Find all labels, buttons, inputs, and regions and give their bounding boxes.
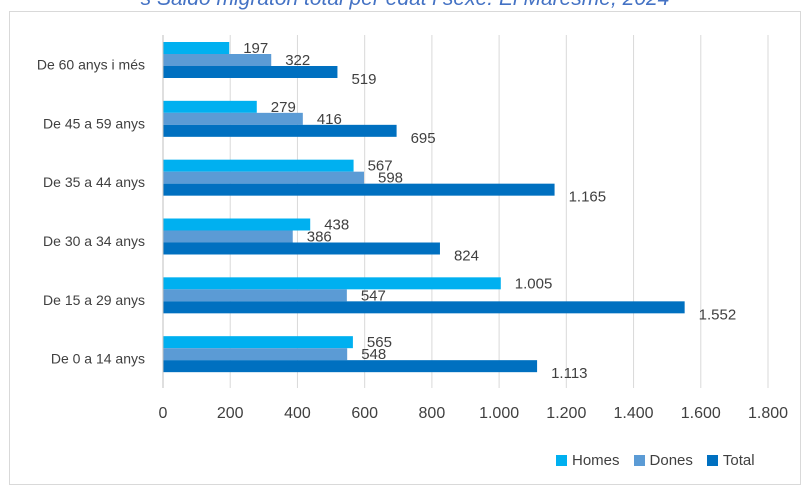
bar-homes bbox=[163, 159, 354, 172]
x-tick-label: 400 bbox=[284, 405, 311, 422]
bar-homes bbox=[163, 277, 501, 290]
data-label: 279 bbox=[271, 99, 296, 116]
legend-item-homes: Homes bbox=[556, 452, 620, 469]
data-label: 824 bbox=[454, 248, 479, 265]
data-label: 695 bbox=[411, 130, 436, 147]
data-label: 197 bbox=[243, 40, 268, 57]
bar-homes bbox=[163, 336, 353, 349]
data-label: 416 bbox=[317, 111, 342, 128]
bar-dones bbox=[163, 230, 293, 243]
bar-total bbox=[163, 124, 397, 137]
data-label: 1.165 bbox=[569, 189, 607, 206]
data-label: 565 bbox=[367, 334, 392, 351]
x-tick-label: 600 bbox=[351, 405, 378, 422]
bar-total bbox=[163, 66, 338, 78]
bar-dones bbox=[163, 112, 303, 125]
category-label: De 15 a 29 anys bbox=[43, 292, 145, 308]
data-label: 1.113 bbox=[551, 365, 587, 382]
chart-frame bbox=[9, 11, 801, 485]
legend-swatch-dones bbox=[633, 455, 645, 466]
bar-total bbox=[163, 301, 685, 314]
x-tick-label: 1.600 bbox=[681, 405, 721, 422]
data-label: 322 bbox=[285, 52, 310, 69]
legend-item-total: Total bbox=[706, 452, 755, 469]
x-tick-label: 0 bbox=[159, 405, 168, 422]
data-label: 548 bbox=[361, 346, 386, 363]
bar-total bbox=[163, 242, 440, 255]
legend-label-homes: Homes bbox=[572, 452, 620, 469]
data-label: 598 bbox=[378, 170, 403, 187]
category-label: De 60 anys i més bbox=[37, 56, 145, 72]
x-tick-label: 1.800 bbox=[748, 405, 788, 422]
legend-swatch-total bbox=[706, 455, 718, 466]
data-label: 386 bbox=[307, 229, 332, 246]
bar-homes bbox=[163, 218, 311, 231]
chart-title: s Saldo migratori total per edat i sexe.… bbox=[0, 0, 810, 11]
bar-homes bbox=[163, 42, 230, 54]
bar-dones bbox=[163, 289, 347, 302]
x-tick-label: 800 bbox=[419, 405, 446, 422]
chart-legend: Homes Dones Total bbox=[556, 452, 755, 469]
data-label: 1.552 bbox=[699, 306, 737, 323]
bar-dones bbox=[163, 54, 272, 66]
category-label: De 30 a 34 anys bbox=[43, 233, 145, 249]
category-label: De 45 a 59 anys bbox=[43, 115, 145, 131]
bar-homes bbox=[163, 100, 257, 113]
data-label: 567 bbox=[368, 158, 393, 175]
legend-swatch-homes bbox=[556, 455, 567, 466]
x-tick-label: 200 bbox=[217, 405, 244, 422]
category-label: De 35 a 44 anys bbox=[43, 174, 145, 190]
data-label: 519 bbox=[351, 71, 376, 88]
data-label: 1.005 bbox=[515, 275, 553, 292]
bar-total bbox=[163, 360, 538, 373]
x-tick-label: 1.200 bbox=[546, 405, 586, 422]
x-tick-label: 1.000 bbox=[479, 405, 519, 422]
category-label: De 0 a 14 anys bbox=[51, 351, 145, 367]
bar-total bbox=[163, 183, 555, 196]
data-label: 438 bbox=[324, 217, 349, 234]
bar-dones bbox=[163, 348, 348, 361]
x-tick-label: 1.400 bbox=[614, 405, 654, 422]
legend-label-total: Total bbox=[722, 452, 755, 469]
legend-label-dones: Dones bbox=[649, 452, 693, 469]
data-label: 547 bbox=[361, 287, 386, 304]
bar-dones bbox=[163, 171, 364, 184]
legend-item-dones: Dones bbox=[633, 452, 693, 469]
